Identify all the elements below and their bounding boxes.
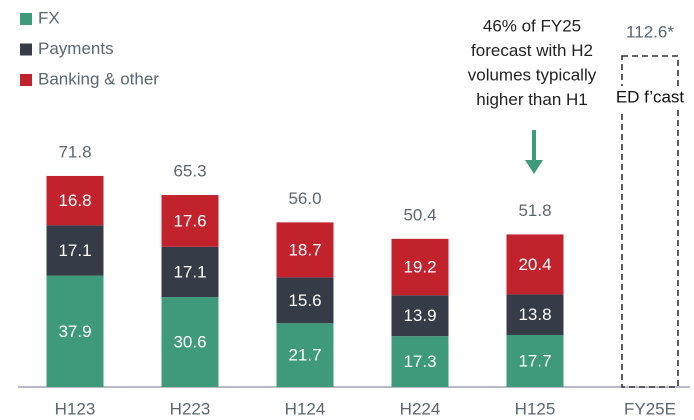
segment-label: 17.3 [403, 352, 436, 371]
legend-label: FX [38, 8, 60, 27]
annotation: 46% of FY25 [483, 16, 581, 35]
total-label: 71.8 [58, 142, 91, 161]
total-label: 50.4 [403, 205, 436, 224]
x-tick-label: H125 [515, 399, 556, 418]
bar-segment [46, 175, 104, 226]
legend-swatch [20, 74, 32, 86]
segment-label: 21.7 [288, 346, 321, 365]
bar-segment [161, 246, 219, 298]
bar-segment [391, 336, 449, 387]
annotation: forecast with H2 [471, 41, 593, 60]
segment-label: 19.2 [403, 258, 436, 277]
forecast-label: ED f’cast [616, 87, 685, 106]
bar-segment [391, 295, 449, 337]
segment-label: 18.7 [288, 240, 321, 259]
legend-label: Banking & other [38, 69, 159, 88]
bar-segment [276, 323, 334, 387]
legend-swatch [20, 13, 32, 25]
bar-segment [506, 234, 564, 295]
x-tick-label: H224 [400, 399, 441, 418]
segment-label: 13.8 [518, 305, 551, 324]
forecast-label-bg [616, 86, 684, 110]
segment-label: 17.6 [173, 211, 206, 230]
segment-label: 13.9 [403, 306, 436, 325]
x-tick-label: FY25E [624, 399, 676, 418]
segment-label: 17.7 [518, 351, 551, 370]
total-label: 56.0 [288, 189, 321, 208]
x-tick-label: H223 [170, 399, 211, 418]
segment-label: 30.6 [173, 333, 206, 352]
x-tick-label: H124 [285, 399, 326, 418]
segment-label: 17.1 [173, 262, 206, 281]
segment-label: 16.8 [58, 191, 91, 210]
bar-segment [276, 277, 334, 324]
bar-segment [46, 275, 104, 387]
bar-segment [506, 294, 564, 335]
legend-swatch [20, 43, 32, 56]
total-label: 65.3 [173, 162, 206, 181]
bar-segment [391, 238, 449, 296]
total-label: 112.6* [626, 22, 674, 41]
forecast-box [621, 55, 679, 388]
segment-label: 20.4 [518, 255, 551, 274]
total-label: 51.8 [518, 201, 551, 220]
bar-segment [46, 225, 104, 276]
segment-label: 17.1 [58, 241, 91, 260]
segment-label: 15.6 [288, 291, 321, 310]
segment-label: 37.9 [58, 322, 91, 341]
annotation: volumes typically [468, 65, 597, 84]
x-tick-label: H123 [55, 399, 96, 418]
bar-segment [161, 195, 219, 247]
bar-segment [506, 334, 564, 387]
legend-label: Payments [38, 39, 114, 58]
annotation: higher than H1 [476, 90, 588, 109]
arrow-head [525, 160, 543, 174]
bar-segment [276, 222, 334, 278]
bar-segment [161, 297, 219, 387]
